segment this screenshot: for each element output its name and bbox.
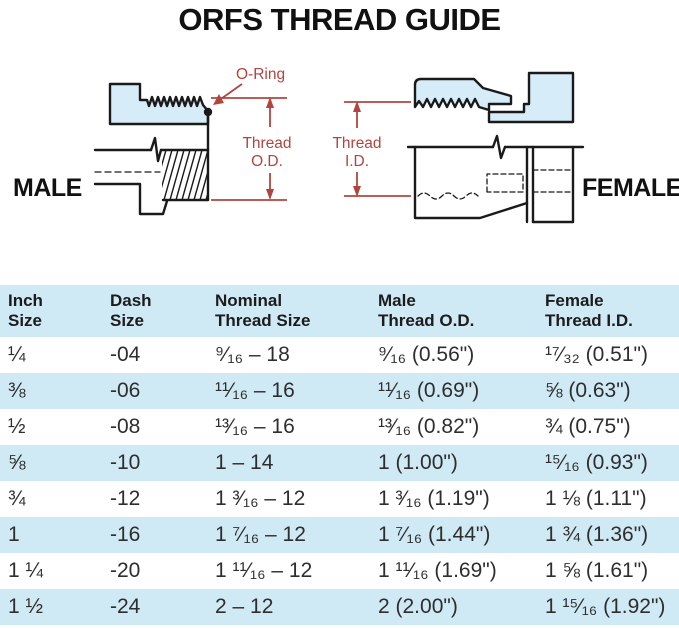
table-row: ⅝ -10 1 – 14 1 (1.00") ¹⁵⁄₁₆ (0.93") (0, 445, 679, 481)
male-dimension-annotation (211, 83, 287, 201)
column-header-female-thread-id: Female Thread I.D. (545, 290, 633, 330)
table-cell: 1 ⅝ (1.61") (545, 559, 649, 582)
column-header-nominal-thread-size: Nominal Thread Size (215, 290, 311, 330)
table-row: ⅜ -06 ¹¹⁄₁₆ – 16 ¹¹⁄₁₆ (0.69") ⅝ (0.63") (0, 373, 679, 409)
table-cell: ¹¹⁄₁₆ (0.69") (378, 379, 480, 402)
table-cell: ¹⁷⁄₃₂ (0.51") (545, 343, 648, 366)
table-cell: 1 ¾ (1.36") (545, 523, 649, 546)
table-cell: ½ (8, 415, 26, 438)
o-ring-dot (203, 107, 213, 117)
table-cell: 1 ⅛ (1.11") (545, 487, 647, 510)
female-dim-label-line2: I.D. (345, 153, 369, 170)
column-header-male-thread-od: Male Thread O.D. (378, 290, 475, 330)
table-cell: ¹³⁄₁₆ (0.82") (378, 415, 480, 438)
female-label: FEMALE (582, 174, 679, 202)
female-dimension-annotation (344, 101, 411, 197)
table-cell: 1 ½ (8, 595, 44, 618)
table-cell: 1 (8, 523, 20, 546)
table-row: 1 ¼ -20 1 ¹¹⁄₁₆ – 12 1 ¹¹⁄₁₆ (1.69") 1 ⅝… (0, 553, 679, 589)
thread-size-table: Inch Size Dash Size Nominal Thread Size Mal… (0, 285, 679, 625)
table-cell: -12 (110, 487, 141, 510)
table-cell: -20 (110, 559, 141, 582)
column-header-dash-size: Dash Size (110, 290, 152, 330)
table-cell: 1 ⁷⁄₁₆ (1.44") (378, 523, 491, 546)
table-cell: ¹¹⁄₁₆ – 16 (215, 379, 295, 402)
table-header-row: Inch Size Dash Size Nominal Thread Size Mal… (0, 285, 679, 337)
table-row: ½ -08 ¹³⁄₁₆ – 16 ¹³⁄₁₆ (0.82") ¾ (0.75") (0, 409, 679, 445)
table-cell: ⁹⁄₁₆ – 18 (215, 343, 290, 366)
table-cell: ⅝ (0.63") (545, 379, 631, 402)
table-row: 1 ½ -24 2 – 12 2 (2.00") 1 ¹⁵⁄₁₆ (1.92") (0, 589, 679, 625)
male-fitting-drawing (93, 82, 213, 216)
table-cell: ⁹⁄₁₆ (0.56") (378, 343, 475, 366)
table-cell: 1 ¹¹⁄₁₆ – 12 (215, 559, 313, 582)
table-cell: 1 ¼ (8, 559, 44, 582)
column-header-inch-size: Inch Size (8, 290, 43, 330)
male-label: MALE (13, 174, 82, 202)
table-cell: -06 (110, 379, 141, 402)
table-cell: -16 (110, 523, 141, 546)
table-row: ¼ -04 ⁹⁄₁₆ – 18 ⁹⁄₁₆ (0.56") ¹⁷⁄₃₂ (0.51… (0, 337, 679, 373)
female-fitting-drawing (406, 71, 585, 224)
table-cell: ¼ (8, 343, 26, 366)
table-row: 1 -16 1 ⁷⁄₁₆ – 12 1 ⁷⁄₁₆ (1.44") 1 ¾ (1.… (0, 517, 679, 553)
table-cell: -08 (110, 415, 141, 438)
table-cell: ⅜ (8, 379, 26, 402)
table-cell: -04 (110, 343, 141, 366)
female-dim-label-line1: Thread (332, 135, 381, 152)
table-cell: 2 – 12 (215, 595, 274, 618)
table-cell: 1 ¹⁵⁄₁₆ (1.92") (545, 595, 666, 618)
table-cell: ¹⁵⁄₁₆ (0.93") (545, 451, 648, 474)
male-dim-label-line2: O.D. (251, 153, 283, 170)
table-cell: 1 ¹¹⁄₁₆ (1.69") (378, 559, 497, 582)
table-cell: -10 (110, 451, 141, 474)
table-cell: -24 (110, 595, 141, 618)
table-cell: ⅝ (8, 451, 26, 474)
table-cell: ¾ (0.75") (545, 415, 631, 438)
table-row: ¾ -12 1 ³⁄₁₆ – 12 1 ³⁄₁₆ (1.19") 1 ⅛ (1.… (0, 481, 679, 517)
fitting-illustration: O-Ring Thread O.D. (93, 66, 585, 224)
o-ring-callout: O-Ring (236, 66, 285, 83)
table-cell: 1 – 14 (215, 451, 274, 474)
table-cell: 1 ³⁄₁₆ – 12 (215, 487, 306, 510)
male-dim-label-line1: Thread (242, 135, 291, 152)
table-cell: ¾ (8, 487, 26, 510)
table-cell: 1 (1.00") (378, 451, 458, 474)
table-cell: 1 ³⁄₁₆ (1.19") (378, 487, 490, 510)
thread-diagram: MALE FEMALE (0, 50, 679, 262)
page-title: ORFS THREAD GUIDE (178, 2, 501, 37)
table-cell: 1 ⁷⁄₁₆ – 12 (215, 523, 306, 546)
table-cell: 2 (2.00") (378, 595, 458, 618)
table-cell: ¹³⁄₁₆ – 16 (215, 415, 295, 438)
